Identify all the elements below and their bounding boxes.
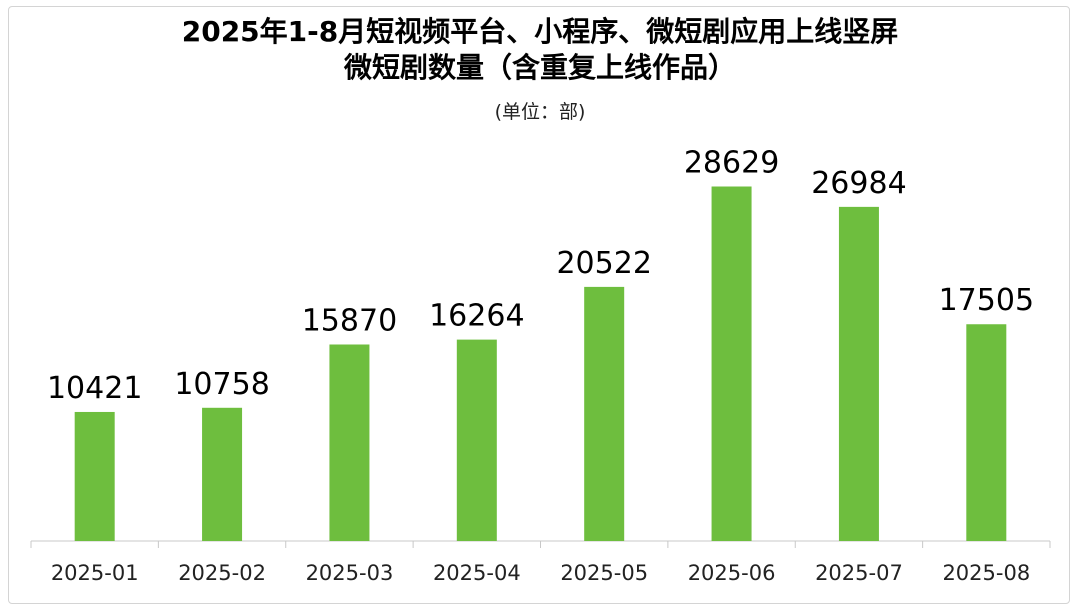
data-label-2025-06: 28629 bbox=[684, 146, 779, 181]
bar-2025-02 bbox=[202, 407, 243, 541]
data-label-2025-05: 20522 bbox=[556, 246, 651, 281]
x-tick-label-2025-06: 2025-06 bbox=[688, 561, 776, 585]
x-tick-label-2025-01: 2025-01 bbox=[51, 561, 139, 585]
x-tick-label-2025-07: 2025-07 bbox=[815, 561, 903, 585]
x-tick-label-2025-04: 2025-04 bbox=[433, 561, 521, 585]
data-label-2025-03: 15870 bbox=[302, 303, 397, 338]
data-label-2025-02: 10758 bbox=[174, 367, 269, 402]
x-tick-label-2025-08: 2025-08 bbox=[942, 561, 1030, 585]
bar-2025-06 bbox=[711, 186, 752, 541]
chart-frame bbox=[8, 6, 1070, 604]
x-tick-label-2025-02: 2025-02 bbox=[178, 561, 266, 585]
bar-2025-04 bbox=[456, 339, 497, 541]
data-label-2025-07: 26984 bbox=[811, 166, 906, 201]
x-tick-label-2025-05: 2025-05 bbox=[560, 561, 648, 585]
x-tick-label-2025-03: 2025-03 bbox=[306, 561, 394, 585]
bar-2025-07 bbox=[838, 206, 879, 542]
chart-title-line-1: 2025年1-8月短视频平台、小程序、微短剧应用上线竖屏 bbox=[181, 15, 899, 48]
chart-title-line-2: 微短剧数量（含重复上线作品） bbox=[343, 51, 736, 84]
bar-2025-08 bbox=[966, 324, 1007, 541]
data-label-2025-04: 16264 bbox=[429, 299, 524, 334]
chart-title: 2025年1-8月短视频平台、小程序、微短剧应用上线竖屏 微短剧数量（含重复上线… bbox=[0, 14, 1080, 86]
data-label-2025-01: 10421 bbox=[47, 371, 142, 406]
bar-2025-03 bbox=[329, 344, 370, 541]
data-label-2025-08: 17505 bbox=[939, 283, 1034, 318]
bar-2025-01 bbox=[74, 411, 115, 541]
chart-subtitle: (单位：部) bbox=[494, 101, 586, 123]
bar-2025-05 bbox=[584, 286, 625, 541]
